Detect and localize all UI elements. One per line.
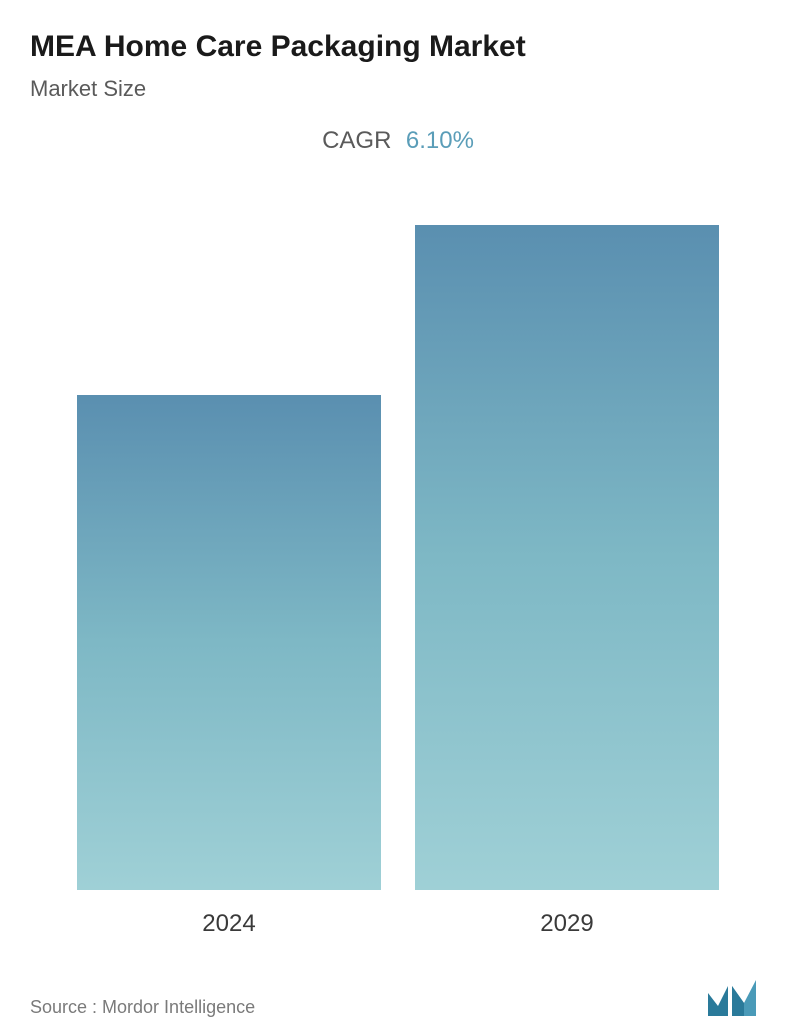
- bar-1: [415, 225, 719, 890]
- cagr-label: CAGR: [322, 127, 391, 154]
- cagr-row: CAGR 6.10%: [30, 127, 766, 155]
- cagr-value: 6.10%: [406, 127, 474, 154]
- bar-0: [77, 395, 381, 890]
- bar-group-0: 2024: [77, 395, 381, 938]
- chart-subtitle: Market Size: [30, 76, 766, 102]
- chart-title: MEA Home Care Packaging Market: [30, 30, 766, 64]
- bar-group-1: 2029: [415, 225, 719, 938]
- bar-label-1: 2029: [540, 910, 593, 938]
- chart-container: MEA Home Care Packaging Market Market Si…: [0, 0, 796, 1034]
- chart-footer: Source : Mordor Intelligence: [30, 958, 766, 1018]
- bar-label-0: 2024: [202, 910, 255, 938]
- mordor-logo-icon: [706, 978, 766, 1018]
- bar-chart-area: 2024 2029: [30, 225, 766, 938]
- source-text: Source : Mordor Intelligence: [30, 997, 255, 1018]
